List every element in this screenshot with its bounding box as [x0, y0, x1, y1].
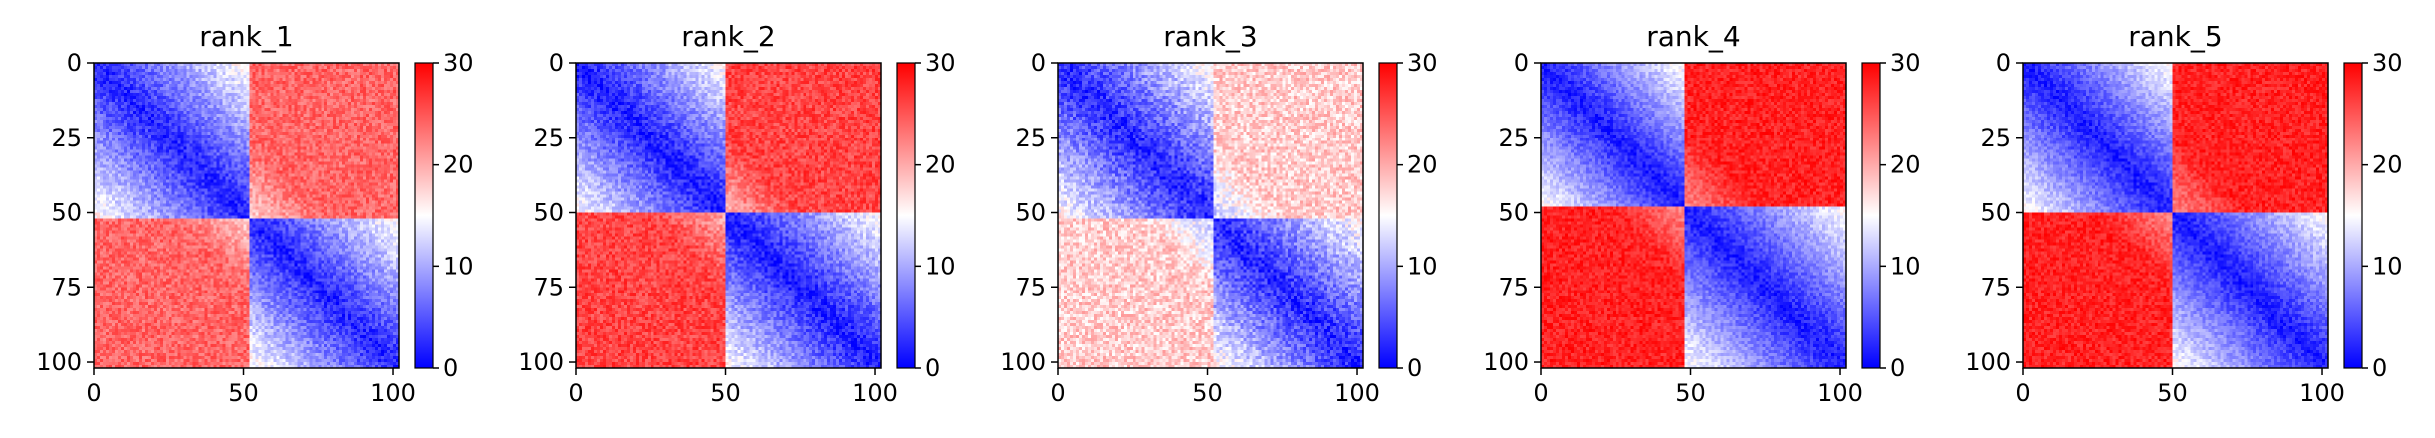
x-tick-label: 0	[1533, 379, 1548, 407]
x-tick-label: 100	[2299, 379, 2345, 407]
heatmap-image	[576, 63, 881, 368]
heatmap-image	[2023, 63, 2328, 368]
colorbar-frame	[414, 62, 434, 369]
panel-title: rank_3	[1163, 20, 1257, 53]
y-tick-label: 100	[1000, 348, 1046, 376]
heatmap-frame	[1540, 62, 1847, 369]
heatmap-image	[1058, 63, 1363, 368]
y-tick-label: 75	[533, 273, 564, 301]
colorbar-tick-label: 20	[443, 151, 474, 179]
colorbar	[1862, 63, 1880, 368]
y-tick-label: 0	[1996, 49, 2011, 77]
colorbar-frame	[896, 62, 916, 369]
y-tick-label: 50	[1980, 199, 2011, 227]
colorbar-tick-label: 30	[1890, 49, 1921, 77]
heatmap-frame	[93, 62, 400, 369]
colorbar-tick-label: 30	[925, 49, 956, 77]
colorbar-tick-label: 0	[2372, 354, 2387, 382]
x-tick-label: 0	[86, 379, 101, 407]
colorbar-tick-label: 10	[2372, 252, 2403, 280]
y-tick-label: 25	[1498, 124, 1529, 152]
colorbar-frame	[2343, 62, 2363, 369]
x-tick-label: 100	[1817, 379, 1863, 407]
y-tick-label: 75	[1015, 273, 1046, 301]
x-tick-label: 0	[1050, 379, 1065, 407]
y-tick-label: 75	[1498, 273, 1529, 301]
heatmap-frame	[575, 62, 882, 369]
colorbar-tick-label: 0	[443, 354, 458, 382]
heatmap-frame	[2022, 62, 2329, 369]
colorbar-frame	[1378, 62, 1398, 369]
colorbar	[415, 63, 433, 368]
colorbar	[1379, 63, 1397, 368]
x-tick-label: 0	[568, 379, 583, 407]
colorbar-tick-label: 20	[2372, 151, 2403, 179]
colorbar-tick-label: 10	[1407, 252, 1438, 280]
colorbar-frame	[1861, 62, 1881, 369]
colorbar-tick-label: 20	[1407, 151, 1438, 179]
y-tick-label: 75	[1980, 273, 2011, 301]
colorbar-tick-label: 30	[2372, 49, 2403, 77]
panel-title: rank_4	[1646, 20, 1740, 53]
y-tick-label: 75	[51, 273, 82, 301]
y-tick-label: 25	[533, 124, 564, 152]
y-tick-label: 25	[1980, 124, 2011, 152]
colorbar-tick-label: 0	[1890, 354, 1905, 382]
y-tick-label: 25	[1015, 124, 1046, 152]
y-tick-label: 100	[36, 348, 82, 376]
heatmap-image	[94, 63, 399, 368]
colorbar-tick-label: 10	[1890, 252, 1921, 280]
panel-title: rank_5	[2128, 20, 2222, 53]
colorbar-tick-label: 30	[1407, 49, 1438, 77]
x-tick-label: 50	[228, 379, 259, 407]
y-tick-label: 100	[518, 348, 564, 376]
y-tick-label: 100	[1965, 348, 2011, 376]
colorbar-tick-label: 10	[443, 252, 474, 280]
colorbar-tick-label: 30	[443, 49, 474, 77]
x-tick-label: 100	[852, 379, 898, 407]
x-tick-label: 0	[2015, 379, 2030, 407]
colorbar-tick-label: 0	[1407, 354, 1422, 382]
colorbar	[897, 63, 915, 368]
x-tick-label: 100	[1334, 379, 1380, 407]
y-tick-label: 0	[67, 49, 82, 77]
x-tick-label: 50	[1192, 379, 1223, 407]
x-tick-label: 50	[710, 379, 741, 407]
y-tick-label: 50	[1015, 199, 1046, 227]
y-tick-label: 0	[1514, 49, 1529, 77]
x-tick-label: 50	[1675, 379, 1706, 407]
y-tick-label: 0	[1031, 49, 1046, 77]
colorbar-tick-label: 20	[925, 151, 956, 179]
x-tick-label: 100	[370, 379, 416, 407]
panel-title: rank_2	[681, 20, 775, 53]
colorbar-tick-label: 20	[1890, 151, 1921, 179]
y-tick-label: 50	[533, 199, 564, 227]
y-tick-label: 50	[51, 199, 82, 227]
heatmap-frame	[1057, 62, 1364, 369]
x-tick-label: 50	[2157, 379, 2188, 407]
colorbar	[2344, 63, 2362, 368]
y-tick-label: 50	[1498, 199, 1529, 227]
colorbar-tick-label: 10	[925, 252, 956, 280]
panel-title: rank_1	[199, 20, 293, 53]
y-tick-label: 100	[1483, 348, 1529, 376]
y-tick-label: 25	[51, 124, 82, 152]
colorbar-tick-label: 0	[925, 354, 940, 382]
heatmap-image	[1541, 63, 1846, 368]
y-tick-label: 0	[549, 49, 564, 77]
